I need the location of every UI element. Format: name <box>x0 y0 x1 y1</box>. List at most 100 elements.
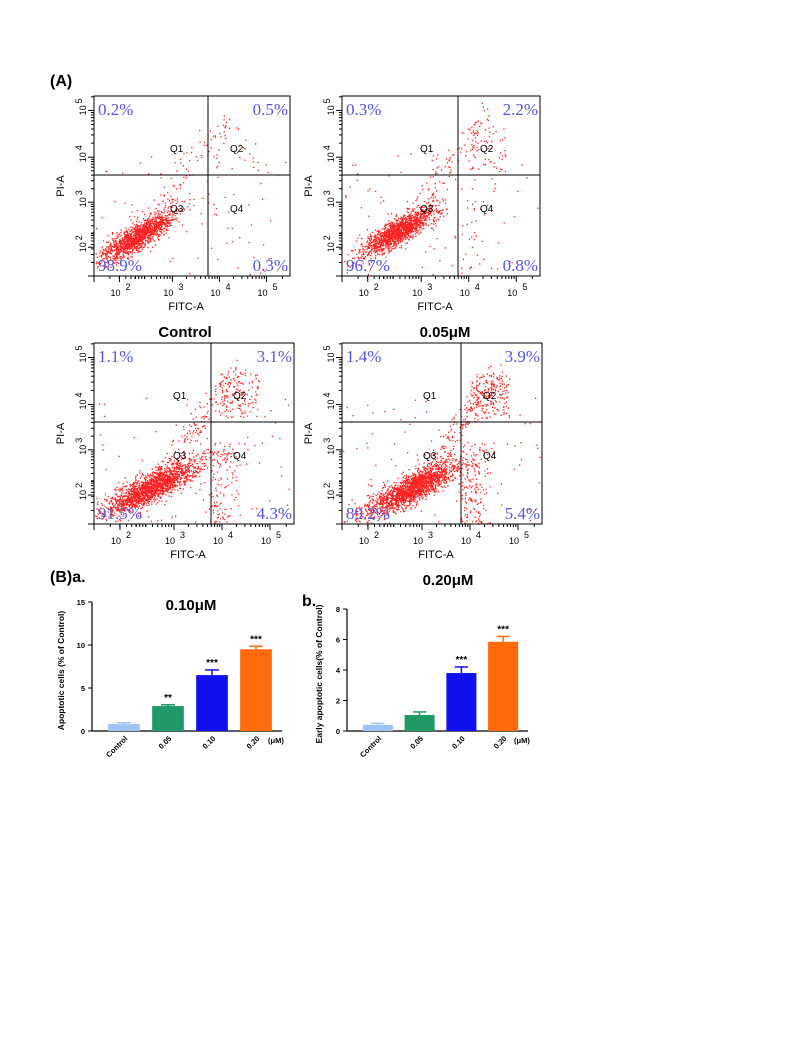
x-axis-title-1: FITC-A <box>417 301 453 313</box>
y-tick-exp-0-2: 4 <box>74 145 84 150</box>
pct-q2-1: 2.2% <box>503 100 538 119</box>
x-tick-label-2-3: 10 <box>261 536 271 546</box>
y-tick-exp-2-0: 2 <box>74 483 84 488</box>
x-tick-label-3-3: 10 <box>509 536 519 546</box>
y-axis-title-0: PI-A <box>55 175 67 197</box>
y-tick-label-0-2: 10 <box>78 152 88 162</box>
pct-q3-0: 98.9% <box>98 256 142 275</box>
quadrant-q1-label-3: Q1 <box>423 391 437 402</box>
quadrant-q4-label-3: Q4 <box>483 451 497 462</box>
x-tick-label-1-3: 10 <box>507 288 517 298</box>
x-tick-label-0-2: 10 <box>210 288 220 298</box>
x-tick-exp-0-2: 4 <box>225 282 230 292</box>
x-tick-exp-0-0: 2 <box>125 282 130 292</box>
x-tick-exp-3-1: 3 <box>428 530 433 540</box>
flow-dot-cloud-1 <box>344 102 539 276</box>
x-tick-exp-0-3: 5 <box>272 282 277 292</box>
quadrant-q3-label-0: Q3 <box>170 204 184 215</box>
bar-0-0 <box>108 724 140 731</box>
x-ticks-2 <box>88 343 287 530</box>
bar-y-title-1: Early apoptotic cells(% of Control) <box>314 604 324 743</box>
bar-y-tick-label-1-3: 6 <box>336 636 340 645</box>
flow-plot-1: 10 2 10 3 10 4 10 5 10 2 10 3 10 4 10 5 FITC-A PI-A Q1 Q2 Q3… <box>303 95 541 341</box>
flow-dots-0 <box>95 115 287 276</box>
bar-significance-0-2: *** <box>206 658 218 669</box>
quadrant-q2-label-0: Q2 <box>230 144 244 155</box>
x-tick-label-3-0: 10 <box>359 536 369 546</box>
quadrant-q4-label-0: Q4 <box>230 204 244 215</box>
bar-y-tick-label-0-2: 10 <box>77 641 85 650</box>
flow-plots: 10 2 10 3 10 4 10 5 10 2 10 3 10 4 10 5 FITC-A PI-A Q1 Q2 Q3… <box>55 95 543 614</box>
y-tick-exp-3-0: 2 <box>322 483 332 488</box>
flow-dot-cloud-0 <box>95 115 287 276</box>
bar-unit-label-1: (μM) <box>514 736 530 745</box>
bar-category-label-1-2: 0.10 <box>450 734 467 751</box>
bar-1-2 <box>446 673 477 731</box>
panel-a-label: (A) <box>50 73 72 90</box>
bar-y-tick-label-1-4: 8 <box>336 605 340 614</box>
flow-dots-2 <box>95 359 290 524</box>
x-ticks-3 <box>336 343 535 530</box>
x-tick-label-2-1: 10 <box>165 536 175 546</box>
flow-frame-0 <box>93 95 291 277</box>
bar-0-3 <box>240 649 272 731</box>
condition-label-0: Control <box>158 324 211 341</box>
x-tick-label-2-2: 10 <box>213 536 223 546</box>
x-tick-exp-3-3: 5 <box>524 530 529 540</box>
quadrant-q2-label-1: Q2 <box>480 144 494 155</box>
x-axis-title-3: FITC-A <box>418 549 454 561</box>
y-tick-exp-0-3: 5 <box>74 98 84 103</box>
bar-1-3 <box>488 641 519 731</box>
x-tick-label-0-1: 10 <box>163 288 173 298</box>
bar-significance-0-1: ** <box>164 693 172 704</box>
flow-dots-3 <box>343 364 541 525</box>
bar-0-2 <box>196 675 228 731</box>
y-tick-label-1-1: 10 <box>326 197 336 207</box>
flow-dots-1 <box>344 102 539 276</box>
y-tick-label-2-2: 10 <box>78 400 88 410</box>
bar-y-tick-label-1-1: 2 <box>336 697 340 706</box>
pct-q1-1: 0.3% <box>346 100 381 119</box>
x-tick-exp-2-2: 4 <box>228 530 233 540</box>
y-tick-label-2-3: 10 <box>78 352 88 362</box>
y-axis-title-1: PI-A <box>303 175 315 197</box>
flow-plot-2: 10 2 10 3 10 4 10 5 10 2 10 3 10 4 10 5 FITC-A PI-A Q1 Q2 Q3… <box>55 342 295 614</box>
x-tick-label-3-2: 10 <box>461 536 471 546</box>
panel-b-sub-label: b. <box>302 593 316 610</box>
pct-q3-1: 96.7% <box>346 256 390 275</box>
y-tick-label-3-1: 10 <box>326 445 336 455</box>
quadrant-q1-label-1: Q1 <box>420 144 434 155</box>
pct-q3-2: 91.5% <box>98 504 142 523</box>
x-tick-label-1-0: 10 <box>359 288 369 298</box>
x-tick-exp-1-0: 2 <box>374 282 379 292</box>
x-axis-title-0: FITC-A <box>168 301 204 313</box>
bar-significance-1-2: *** <box>456 655 468 666</box>
quadrant-q2-label-3: Q2 <box>483 391 497 402</box>
quadrant-q2-label-2: Q2 <box>233 391 247 402</box>
y-tick-exp-0-1: 3 <box>74 190 84 195</box>
y-tick-label-2-1: 10 <box>78 445 88 455</box>
y-tick-exp-3-3: 5 <box>322 345 332 350</box>
quadrant-q1-label-2: Q1 <box>173 391 187 402</box>
bar-1-0 <box>362 724 393 731</box>
y-tick-exp-1-3: 5 <box>322 98 332 103</box>
bar-chart-0: 0 5 10 15 Apoptotic cells (% of Control) Cont… <box>56 598 284 759</box>
quadrant-q4-label-2: Q4 <box>233 451 247 462</box>
bar-y-tick-label-1-2: 4 <box>336 666 341 675</box>
bar-0-1 <box>152 706 184 731</box>
quadrant-q1-label-0: Q1 <box>170 144 184 155</box>
y-tick-label-1-3: 10 <box>326 105 336 115</box>
y-tick-exp-2-1: 3 <box>74 438 84 443</box>
y-tick-label-3-2: 10 <box>326 400 336 410</box>
bar-significance-1-3: *** <box>497 624 509 635</box>
pct-q2-0: 0.5% <box>253 100 288 119</box>
x-tick-label-0-0: 10 <box>110 288 120 298</box>
pct-q2-2: 3.1% <box>257 347 292 366</box>
x-tick-exp-2-3: 5 <box>276 530 281 540</box>
y-tick-label-1-2: 10 <box>326 152 336 162</box>
bar-category-label-1-1: 0.05 <box>408 734 425 751</box>
x-tick-exp-3-2: 4 <box>476 530 481 540</box>
x-ticks-1 <box>336 96 533 282</box>
bar-chart-1: 0 2 4 6 8 Early apoptotic cells(% of Control)… <box>314 604 530 759</box>
